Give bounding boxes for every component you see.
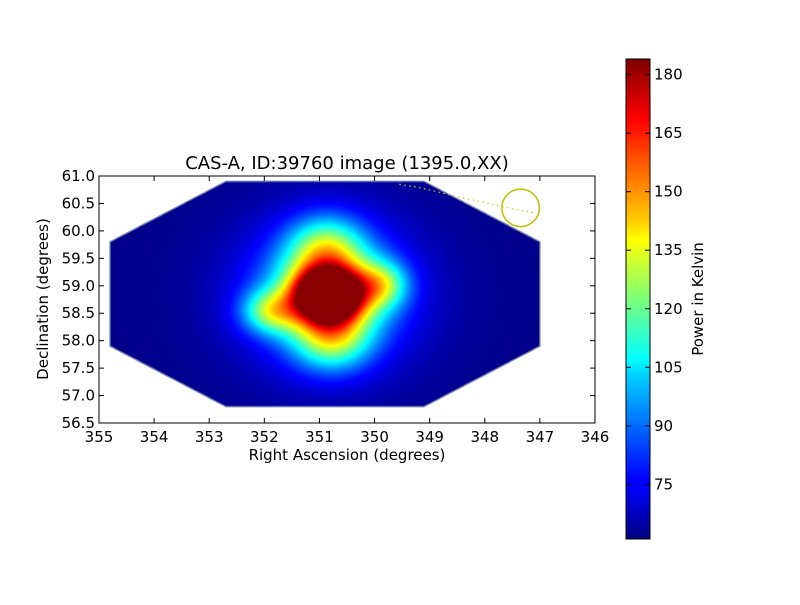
x-tick-label: 349: [415, 428, 444, 446]
y-tick-label: 58.5: [62, 304, 95, 322]
colorbar-tick-label: 105: [654, 358, 683, 376]
y-tick-label: 61.0: [62, 167, 95, 185]
colorbar-tick-label: 135: [654, 241, 683, 259]
colorbar-label: Power in Kelvin: [689, 242, 707, 356]
y-tick-label: 58.0: [62, 332, 95, 350]
x-tick-label: 348: [470, 428, 499, 446]
y-axis-label: Declination (degrees): [34, 218, 52, 380]
colorbar-ticks: 75 90 105 120 135 150 165 180: [626, 66, 683, 493]
chart-title: CAS-A, ID:39760 image (1395.0,XX): [185, 153, 509, 174]
y-tick-label: 57.0: [62, 387, 95, 405]
y-tick-label: 59.0: [62, 277, 95, 295]
y-axis-ticks: 56.5 57.0 57.5 58.0 58.5 59.0 59.5 60.0 60.5 61.0: [62, 167, 595, 432]
y-tick-label: 60.0: [62, 222, 95, 240]
x-tick-label: 351: [305, 428, 334, 446]
colorbar-tick-label: 120: [654, 300, 683, 318]
x-tick-label: 355: [85, 428, 114, 446]
x-tick-label: 347: [526, 428, 555, 446]
x-axis-ticks: 355 354 353 352 351 350 349 348 347 346: [85, 176, 610, 446]
y-tick-label: 60.5: [62, 194, 95, 212]
x-tick-label: 350: [360, 428, 389, 446]
coverage-edge: [109, 180, 541, 408]
track-line: [399, 183, 535, 214]
colorbar-tick-label: 150: [654, 183, 683, 201]
marker-circle: [501, 188, 541, 228]
y-tick-label: 59.5: [62, 249, 95, 267]
colorbar-tick-label: 90: [654, 417, 673, 435]
x-tick-label: 352: [250, 428, 279, 446]
x-tick-label: 353: [195, 428, 224, 446]
heatmap-image: [99, 176, 595, 423]
colorbar-tick-label: 75: [654, 475, 673, 493]
colorbar-tick-label: 180: [654, 66, 683, 84]
colorbar-tick-label: 165: [654, 124, 683, 142]
colorbar: [625, 58, 651, 540]
y-tick-label: 57.5: [62, 359, 95, 377]
plot-frame: [98, 175, 596, 424]
x-tick-label: 354: [140, 428, 169, 446]
x-tick-label: 346: [581, 428, 610, 446]
x-axis-label: Right Ascension (degrees): [249, 446, 446, 464]
y-tick-label: 56.5: [62, 414, 95, 432]
